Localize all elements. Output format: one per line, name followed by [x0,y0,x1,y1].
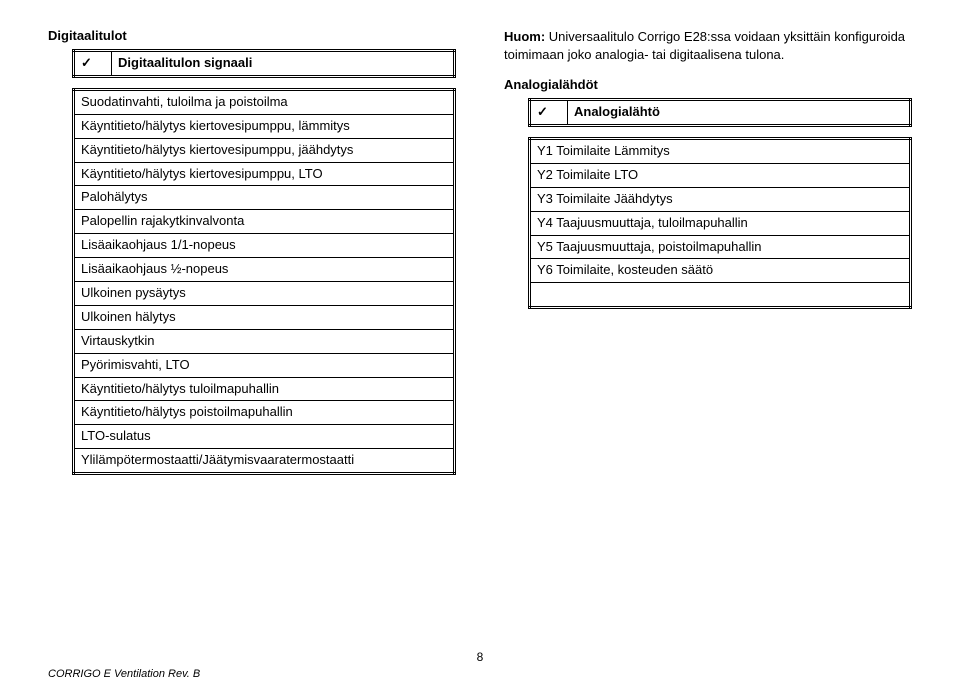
table-row: Palopellin rajakytkinvalvonta [74,210,455,234]
page-number: 8 [0,650,960,664]
table-row: Lisäaikaohjaus ½-nopeus [74,258,455,282]
footer-left: CORRIGO E Ventilation Rev. B [48,668,200,680]
check-icon: ✓ [74,51,112,77]
right-header-table: ✓ Analogialähtö [528,98,912,127]
row-cell: Y3 Toimilaite Jäähdytys [530,187,911,211]
table-row: Y1 Toimilaite Lämmitys [530,138,911,163]
row-cell: Ulkoinen pysäytys [74,282,455,306]
table-row: Palohälytys [74,186,455,210]
table-row [530,283,911,308]
row-cell: Lisäaikaohjaus 1/1-nopeus [74,234,455,258]
row-cell: Käyntitieto/hälytys poistoilmapuhallin [74,401,455,425]
table-row: Y3 Toimilaite Jäähdytys [530,187,911,211]
table-row: Y6 Toimilaite, kosteuden säätö [530,259,911,283]
row-cell: Y4 Taajuusmuuttaja, tuloilmapuhallin [530,211,911,235]
table-row: Y4 Taajuusmuuttaja, tuloilmapuhallin [530,211,911,235]
row-cell: Pyörimisvahti, LTO [74,353,455,377]
note-label: Huom: [504,29,545,44]
left-column: Digitaalitulot ✓ Digitaalitulon signaali… [48,28,456,485]
table-row: Käyntitieto/hälytys kiertovesipumppu, jä… [74,138,455,162]
right-title: Analogialähdöt [504,77,912,92]
row-cell: Käyntitieto/hälytys kiertovesipumppu, LT… [74,162,455,186]
row-cell: Lisäaikaohjaus ½-nopeus [74,258,455,282]
table-row: Käyntitieto/hälytys tuloilmapuhallin [74,377,455,401]
row-cell: Virtauskytkin [74,329,455,353]
row-cell: Palohälytys [74,186,455,210]
table-row: Ylilämpötermostaatti/Jäätymisvaaratermos… [74,449,455,474]
left-header-table: ✓ Digitaalitulon signaali [72,49,456,78]
table-row: Käyntitieto/hälytys kiertovesipumppu, lä… [74,114,455,138]
row-cell: Ylilämpötermostaatti/Jäätymisvaaratermos… [74,449,455,474]
row-cell: Y6 Toimilaite, kosteuden säätö [530,259,911,283]
table-row: Y5 Taajuusmuuttaja, poistoilmapuhallin [530,235,911,259]
row-cell: Y2 Toimilaite LTO [530,163,911,187]
table-row: Ulkoinen hälytys [74,305,455,329]
note-text: Universaalitulo Corrigo E28:ssa voidaan … [504,29,905,62]
table-row: LTO-sulatus [74,425,455,449]
left-title: Digitaalitulot [48,28,456,43]
table-row: Suodatinvahti, tuloilma ja poistoilma [74,89,455,114]
right-rows-table: Y1 Toimilaite LämmitysY2 Toimilaite LTOY… [528,137,912,309]
row-cell [530,283,911,308]
row-cell: Y1 Toimilaite Lämmitys [530,138,911,163]
table-row: Pyörimisvahti, LTO [74,353,455,377]
right-column: Huom: Universaalitulo Corrigo E28:ssa vo… [504,28,912,485]
row-cell: LTO-sulatus [74,425,455,449]
note-block: Huom: Universaalitulo Corrigo E28:ssa vo… [504,28,912,63]
check-icon: ✓ [530,100,568,126]
right-header-label: Analogialähtö [568,100,911,126]
table-row: Käyntitieto/hälytys kiertovesipumppu, LT… [74,162,455,186]
row-cell: Käyntitieto/hälytys kiertovesipumppu, jä… [74,138,455,162]
table-row: Lisäaikaohjaus 1/1-nopeus [74,234,455,258]
table-row: Y2 Toimilaite LTO [530,163,911,187]
row-cell: Käyntitieto/hälytys kiertovesipumppu, lä… [74,114,455,138]
table-row: Ulkoinen pysäytys [74,282,455,306]
row-cell: Y5 Taajuusmuuttaja, poistoilmapuhallin [530,235,911,259]
row-cell: Palopellin rajakytkinvalvonta [74,210,455,234]
left-rows-table: Suodatinvahti, tuloilma ja poistoilmaKäy… [72,88,456,475]
row-cell: Suodatinvahti, tuloilma ja poistoilma [74,89,455,114]
table-row: Käyntitieto/hälytys poistoilmapuhallin [74,401,455,425]
left-header-label: Digitaalitulon signaali [112,51,455,77]
row-cell: Käyntitieto/hälytys tuloilmapuhallin [74,377,455,401]
row-cell: Ulkoinen hälytys [74,305,455,329]
table-row: Virtauskytkin [74,329,455,353]
